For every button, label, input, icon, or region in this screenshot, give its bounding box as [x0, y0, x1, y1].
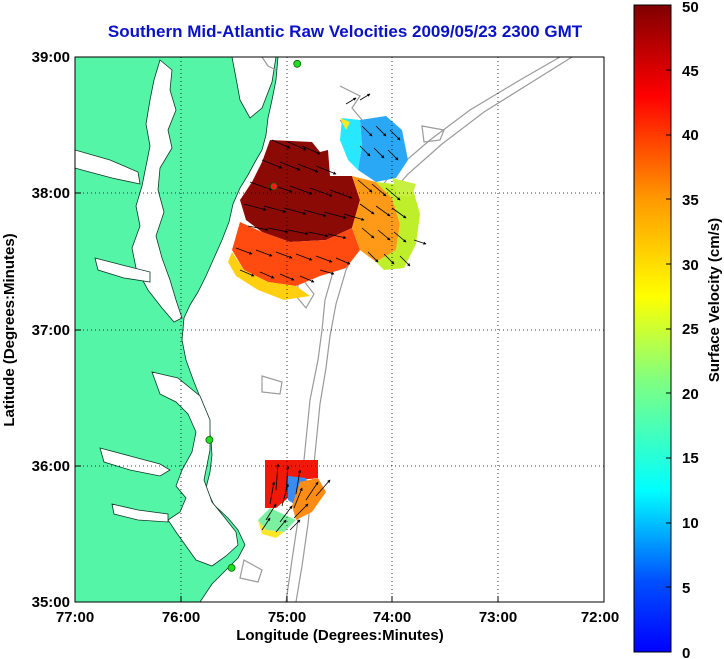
colorbar-tick-labels: 0 5 10 15 20 25 30 35 40 45 50 — [682, 0, 699, 659]
colorbar — [633, 4, 672, 653]
pamlico-sound — [151, 371, 239, 567]
river-inlet — [75, 149, 141, 185]
axis-tick-marks — [75, 192, 499, 602]
river-inlet — [99, 447, 171, 477]
river-inlet — [94, 257, 151, 283]
colorbar-label: Surface Velocity (cm/s) — [706, 218, 723, 382]
colorbar-tick-label: 15 — [682, 450, 699, 467]
lat-tick-label: 38:00 — [32, 185, 70, 202]
grid-lines — [75, 57, 604, 602]
x-axis-label: Longitude (Degrees:Minutes) — [236, 627, 444, 644]
colorbar-tick-label: 20 — [682, 386, 699, 403]
colorbar-tick-label: 45 — [682, 63, 699, 80]
station-marker — [205, 435, 214, 444]
chesapeake-bay — [131, 59, 183, 323]
colorbar-tick-marks — [666, 69, 671, 588]
velocity-field-south — [258, 460, 326, 538]
colorbar-tick-label: 30 — [682, 257, 699, 274]
longitude-tick-labels: 77:00 76:00 75:00 74:00 73:00 72:00 — [56, 609, 619, 626]
lon-tick-label: 72:00 — [581, 609, 619, 626]
y-axis-label: Latitude (Degrees:Minutes) — [1, 233, 18, 426]
colorbar-tick-label: 25 — [682, 321, 699, 338]
river-inlet — [111, 503, 169, 523]
lon-tick-label: 76:00 — [162, 609, 200, 626]
station-marker — [293, 59, 302, 68]
colorbar-tick-label: 10 — [682, 515, 699, 532]
station-marker — [269, 182, 278, 191]
station-marker — [227, 564, 236, 572]
colorbar-tick-label: 40 — [682, 127, 699, 144]
lon-tick-label: 75:00 — [268, 609, 306, 626]
colorbar-tick-label: 0 — [682, 645, 690, 659]
latitude-tick-labels: 39:00 38:00 37:00 36:00 35:00 — [32, 49, 70, 611]
velocity-vectors-south — [261, 463, 331, 533]
lat-tick-label: 35:00 — [32, 594, 70, 611]
lat-tick-label: 36:00 — [32, 458, 70, 475]
velocity-vectors-north — [235, 93, 427, 283]
lon-tick-label: 77:00 — [56, 609, 94, 626]
map-title: Southern Mid-Atlantic Raw Velocities 200… — [107, 22, 583, 41]
delaware-bay — [231, 57, 277, 119]
colorbar-tick-label: 5 — [682, 580, 690, 597]
colorbar-tick-label: 50 — [682, 0, 699, 16]
lon-tick-label: 73:00 — [479, 609, 517, 626]
lat-tick-label: 37:00 — [32, 322, 70, 339]
lon-tick-label: 74:00 — [373, 609, 411, 626]
station-markers — [205, 59, 302, 572]
colorbar-tick-label: 35 — [682, 192, 699, 209]
lat-tick-label: 39:00 — [32, 49, 70, 66]
